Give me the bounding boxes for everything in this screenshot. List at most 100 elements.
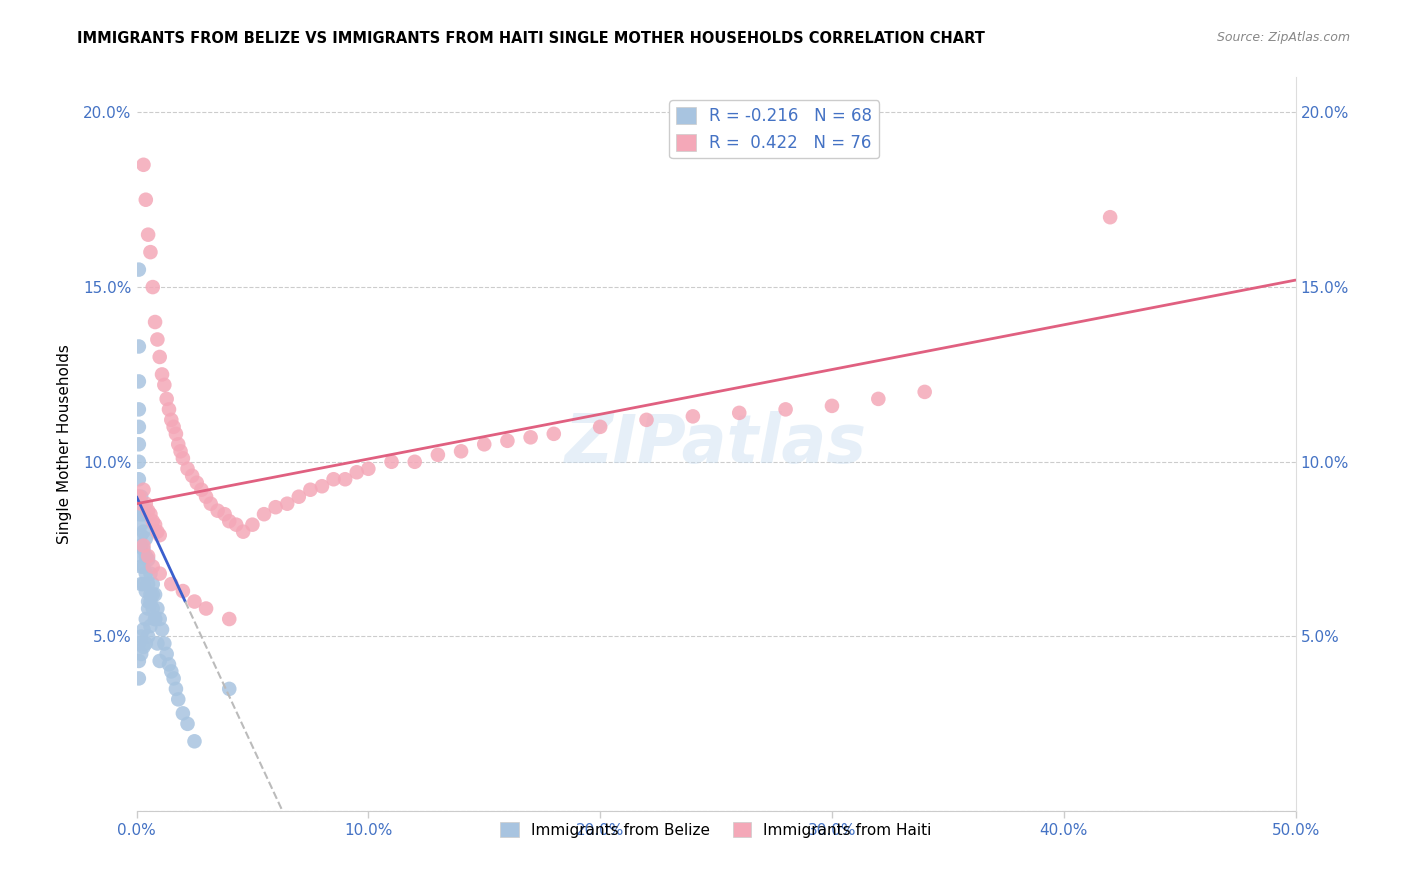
Point [146, 636, 169, 650]
Point [135, 532, 157, 546]
Point [132, 623, 155, 637]
Point [129, 528, 152, 542]
Point [128, 490, 150, 504]
Point [190, 483, 212, 497]
Point [132, 524, 155, 539]
Text: ZIPatlas: ZIPatlas [565, 411, 868, 477]
Point [682, 409, 704, 424]
Point [589, 420, 612, 434]
Point [276, 497, 298, 511]
Point [136, 577, 159, 591]
Point [139, 245, 162, 260]
Point [135, 584, 157, 599]
Point [143, 517, 166, 532]
Point [128, 262, 150, 277]
Point [149, 350, 172, 364]
Point [225, 517, 247, 532]
Point [380, 455, 402, 469]
Point [136, 601, 159, 615]
Point [218, 681, 240, 696]
Point [128, 472, 150, 486]
Point [136, 552, 159, 566]
Point [253, 507, 276, 521]
Point [139, 588, 162, 602]
Point [162, 420, 184, 434]
Point [136, 504, 159, 518]
Point [135, 636, 157, 650]
Point [142, 577, 165, 591]
Point [142, 588, 165, 602]
Point [129, 647, 152, 661]
Point [218, 514, 240, 528]
Point [172, 451, 194, 466]
Point [149, 612, 172, 626]
Point [232, 524, 254, 539]
Point [136, 594, 159, 608]
Point [143, 588, 166, 602]
Point [129, 497, 152, 511]
Point [143, 612, 166, 626]
Point [636, 413, 658, 427]
Point [128, 490, 150, 504]
Point [128, 339, 150, 353]
Point [142, 601, 165, 615]
Point [149, 566, 172, 581]
Point [136, 630, 159, 644]
Point [156, 392, 179, 406]
Point [139, 619, 162, 633]
Point [146, 333, 169, 347]
Point [357, 462, 380, 476]
Point [142, 280, 165, 294]
Point [165, 681, 187, 696]
Point [181, 468, 204, 483]
Text: Source: ZipAtlas.com: Source: ZipAtlas.com [1216, 31, 1350, 45]
Point [132, 640, 155, 654]
Point [146, 601, 169, 615]
Point [143, 315, 166, 329]
Point [136, 227, 159, 242]
Point [135, 566, 157, 581]
Point [914, 384, 936, 399]
Point [162, 672, 184, 686]
Point [160, 577, 183, 591]
Point [322, 472, 344, 486]
Point [129, 559, 152, 574]
Text: IMMIGRANTS FROM BELIZE VS IMMIGRANTS FROM HAITI SINGLE MOTHER HOUSEHOLDS CORRELA: IMMIGRANTS FROM BELIZE VS IMMIGRANTS FRO… [77, 31, 986, 46]
Point [450, 444, 472, 458]
Point [132, 158, 155, 172]
Point [129, 630, 152, 644]
Point [129, 539, 152, 553]
Point [200, 497, 222, 511]
Point [311, 479, 333, 493]
Point [149, 654, 172, 668]
Legend: Immigrants from Belize, Immigrants from Haiti: Immigrants from Belize, Immigrants from … [495, 815, 938, 844]
Point [129, 577, 152, 591]
Point [132, 559, 155, 574]
Point [149, 528, 172, 542]
Point [472, 437, 495, 451]
Point [128, 375, 150, 389]
Point [299, 483, 322, 497]
Point [132, 483, 155, 497]
Point [129, 549, 152, 563]
Point [136, 549, 159, 563]
Point [186, 475, 208, 490]
Point [157, 402, 180, 417]
Point [153, 636, 176, 650]
Point [128, 402, 150, 417]
Point [150, 623, 173, 637]
Point [242, 517, 264, 532]
Point [128, 636, 150, 650]
Point [519, 430, 541, 444]
Point [128, 420, 150, 434]
Point [183, 594, 205, 608]
Point [172, 584, 194, 599]
Point [167, 437, 190, 451]
Point [135, 497, 157, 511]
Point [153, 378, 176, 392]
Point [728, 406, 751, 420]
Point [288, 490, 311, 504]
Point [156, 647, 179, 661]
Point [426, 448, 449, 462]
Y-axis label: Single Mother Households: Single Mother Households [58, 344, 72, 544]
